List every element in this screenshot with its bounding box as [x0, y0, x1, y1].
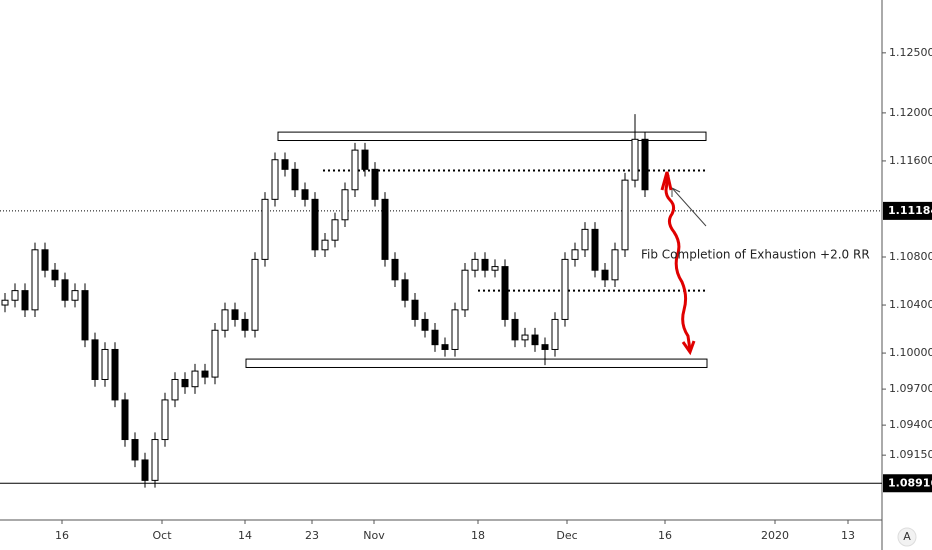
x-tick-label: 16: [55, 529, 69, 542]
candle-body: [81, 290, 89, 341]
zone: [277, 131, 707, 142]
candle-body: [191, 370, 199, 388]
x-tick-label: 23: [305, 529, 319, 542]
y-tick-label: 1.10400: [889, 298, 932, 311]
candle-body: [531, 334, 539, 346]
y-tick-label: 1.12000: [889, 106, 932, 119]
candle-body: [411, 299, 419, 320]
x-tick-label: 18: [471, 529, 485, 542]
candle-body: [121, 399, 129, 441]
candle-body: [421, 318, 429, 331]
candle-body: [381, 198, 389, 260]
candle-body: [31, 249, 39, 311]
candle-body: [541, 344, 549, 350]
price-label-box: [883, 201, 932, 220]
candle-body: [251, 258, 259, 331]
candle-body: [461, 269, 469, 311]
candle-body: [271, 159, 279, 200]
price-label: 1.11184: [888, 204, 932, 217]
candle-body: [91, 339, 99, 380]
candle-body: [481, 258, 489, 271]
y-tick-label: 1.10800: [889, 250, 932, 263]
candle-body: [591, 228, 599, 271]
candle-body: [11, 290, 19, 301]
candle-body: [71, 290, 79, 301]
candle-body: [631, 138, 639, 181]
y-tick-label: 1.09400: [889, 418, 932, 431]
candle-body: [511, 318, 519, 341]
candle-body: [301, 189, 309, 200]
candle-body: [641, 138, 649, 191]
candle-body: [521, 334, 529, 341]
candle-body: [471, 258, 479, 271]
candle-body: [261, 198, 269, 260]
candle-body: [581, 228, 589, 251]
candle-body: [1, 299, 9, 306]
candle-body: [561, 258, 569, 320]
projection-path: [664, 174, 692, 351]
candle-body: [611, 249, 619, 281]
candle-body: [151, 439, 159, 481]
candle-body: [211, 329, 219, 378]
candle-body: [221, 309, 229, 331]
candle-body: [351, 149, 359, 191]
candle-body: [451, 309, 459, 350]
candle-body: [571, 249, 579, 260]
annotation-text: Fib Completion of Exhaustion +2.0 RR: [641, 248, 870, 262]
candle-body: [61, 279, 69, 301]
candle-body: [341, 189, 349, 221]
candle-body: [441, 344, 449, 350]
candle-body: [551, 318, 559, 350]
candle-body: [501, 266, 509, 320]
candle-body: [21, 290, 29, 311]
projection-arrowhead: [681, 340, 696, 356]
candle-body: [401, 279, 409, 301]
candle-body: [111, 348, 119, 401]
candle-body: [161, 399, 169, 441]
candle-body: [361, 149, 369, 170]
candle-body: [331, 219, 339, 241]
x-tick-label: 14: [238, 529, 252, 542]
candle-body: [181, 378, 189, 388]
x-tick-label: Nov: [363, 529, 385, 542]
candle-body: [371, 168, 379, 200]
candle-body: [231, 309, 239, 320]
x-tick-label: 2020: [761, 529, 789, 542]
candle-body: [171, 378, 179, 401]
auto-scale-button[interactable]: [897, 527, 917, 547]
candle-body: [51, 269, 59, 281]
candle-body: [201, 370, 209, 378]
y-tick-label: 1.11600: [889, 154, 932, 167]
y-tick-label: 1.09700: [889, 382, 932, 395]
candle-body: [621, 179, 629, 251]
price-label-box: [883, 474, 932, 493]
y-tick-label: 1.12500: [889, 46, 932, 59]
candle-body: [241, 318, 249, 331]
x-tick-label: Oct: [152, 529, 172, 542]
candle-body: [41, 249, 49, 271]
candle-body: [431, 329, 439, 346]
candle-body: [131, 439, 139, 461]
auto-scale-label[interactable]: A: [903, 530, 911, 543]
y-tick-label: 1.09150: [889, 448, 932, 461]
price-label: 1.08916: [888, 476, 932, 489]
x-tick-label: 16: [658, 529, 672, 542]
candle-body: [291, 168, 299, 191]
annotation-arrow: [671, 187, 707, 227]
x-tick-label: Dec: [556, 529, 577, 542]
candle-body: [101, 348, 109, 380]
candle-body: [321, 239, 329, 251]
candle-body: [491, 266, 499, 271]
y-tick-label: 1.10000: [889, 346, 932, 359]
candle-body: [141, 459, 149, 481]
candle-body: [601, 269, 609, 281]
plot: [0, 114, 882, 488]
candle-body: [281, 159, 289, 170]
zone: [245, 358, 708, 368]
candle-body: [391, 258, 399, 281]
projection-start: [660, 171, 673, 191]
candle-body: [311, 198, 319, 251]
x-tick-label: 13: [841, 529, 855, 542]
